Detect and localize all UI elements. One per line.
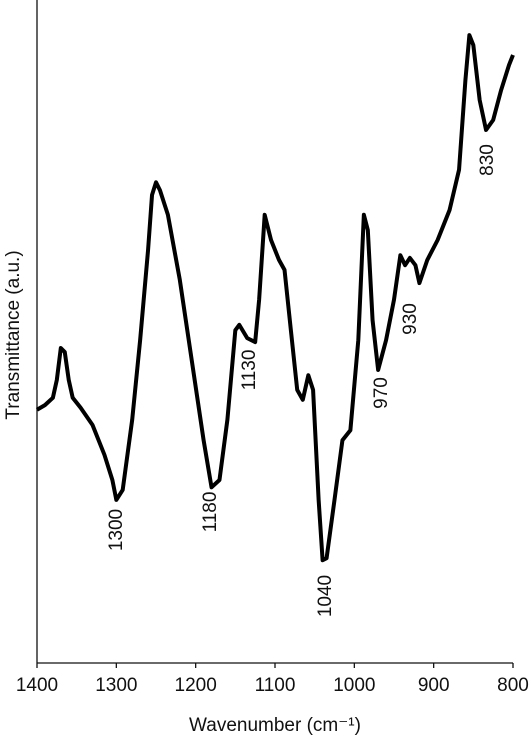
x-tick-label: 1300: [95, 675, 137, 696]
spectrum-line: [35, 33, 515, 563]
peak-label: 1180: [200, 492, 221, 533]
peak-label: 1300: [106, 509, 127, 551]
x-tick-label: 1000: [333, 675, 375, 696]
x-tick-label: 1400: [16, 675, 58, 696]
peak-label: 930: [400, 303, 421, 335]
x-tick-label: 1200: [175, 675, 217, 696]
x-tick-label: 800: [497, 675, 529, 696]
x-tick-label: 1100: [255, 675, 296, 696]
peak-label: 830: [477, 144, 498, 176]
x-tick-label: 900: [418, 675, 450, 696]
peak-label: 1040: [315, 575, 336, 617]
x-axis-label: Wavenumber (cm⁻¹): [189, 715, 361, 736]
peak-label: 1130: [239, 350, 260, 391]
peak-label: 970: [371, 377, 392, 409]
y-axis-label: Transmittance (a.u.): [3, 250, 24, 419]
